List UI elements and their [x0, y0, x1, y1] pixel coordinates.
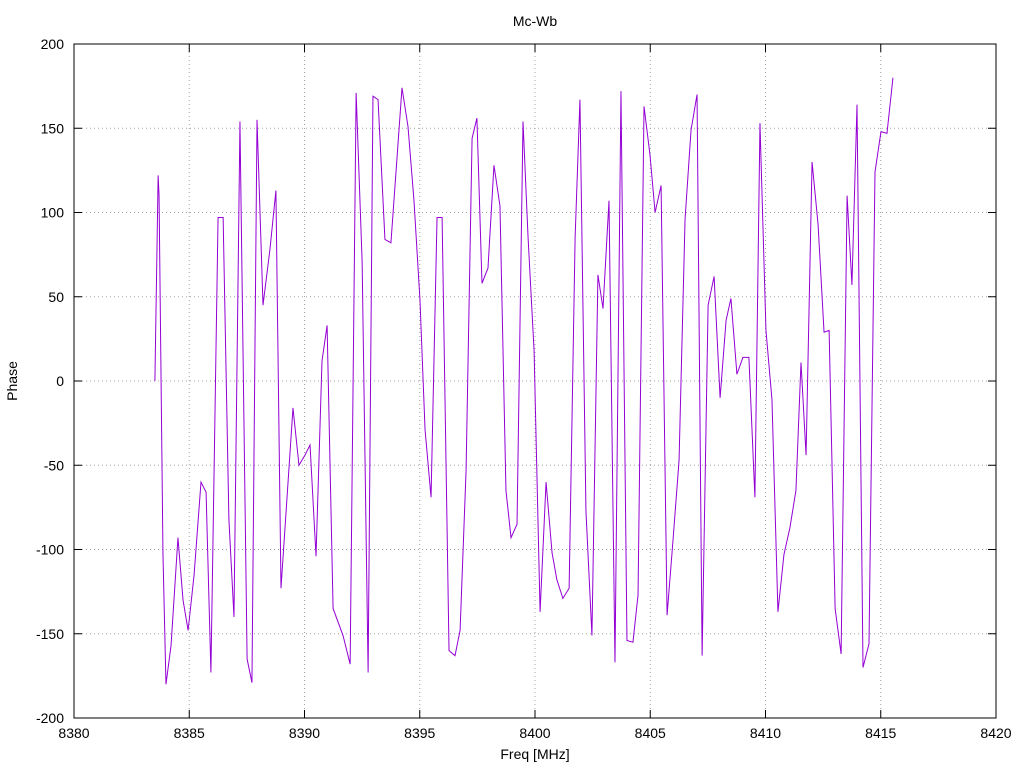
x-tick-label: 8420: [980, 725, 1011, 741]
y-tick-label: 100: [41, 205, 65, 221]
y-axis-label: Phase: [4, 361, 20, 401]
x-tick-label: 8390: [289, 725, 320, 741]
data-line: [154, 77, 894, 685]
plot-border: [73, 43, 997, 719]
y-tick-label: -100: [36, 542, 64, 558]
x-tick-label: 8405: [635, 725, 666, 741]
y-tick-label: 200: [41, 36, 65, 52]
x-tick-label: 8395: [404, 725, 435, 741]
x-tick-label: 8410: [750, 725, 781, 741]
x-tick-label: 8415: [865, 725, 896, 741]
y-tick-label: 150: [41, 120, 65, 136]
y-tick-label: -50: [44, 457, 64, 473]
chart-title: Mc-Wb: [513, 13, 558, 29]
y-tick-label: -200: [36, 710, 64, 726]
x-tick-label: 8400: [519, 725, 550, 741]
x-tick-label: 8380: [58, 725, 89, 741]
y-tick-label: 0: [56, 373, 64, 389]
y-tick-label: 50: [48, 289, 64, 305]
y-tick-label: -150: [36, 626, 64, 642]
x-axis-label: Freq [MHz]: [500, 746, 569, 762]
x-tick-label: 8385: [174, 725, 205, 741]
